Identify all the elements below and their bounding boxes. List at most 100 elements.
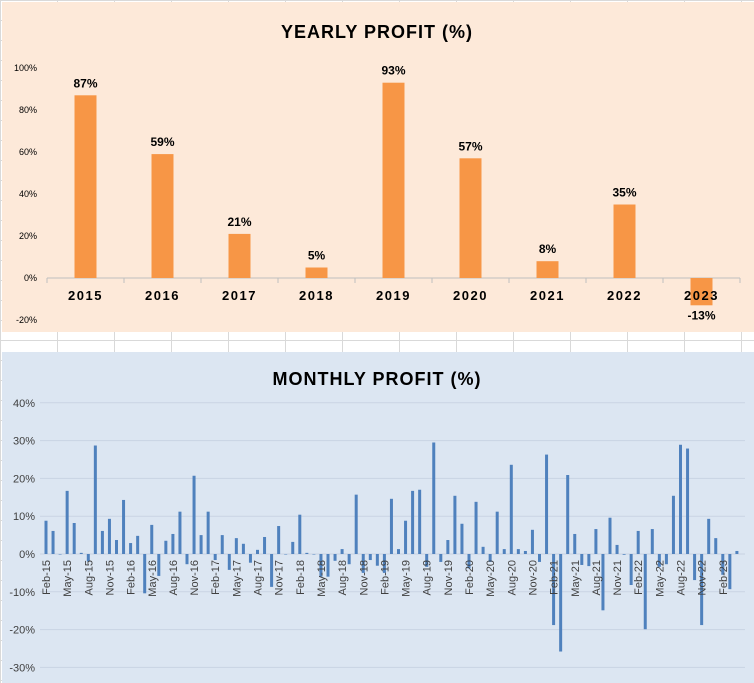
bar-month-50: [397, 549, 400, 554]
bar-month-85: [643, 554, 647, 630]
bar-month-1: [51, 530, 55, 554]
x-tick-label: 2022: [607, 288, 642, 303]
bar-2015: [74, 95, 97, 278]
bar-2016: [151, 154, 174, 278]
monthly-profit-chart: MONTHLY PROFIT (%) 40% 30% 20% 10% 0% -10% -20…: [2, 352, 754, 683]
bar-month-58: [453, 495, 457, 554]
bar-month-39: [319, 554, 323, 577]
bar-month-8: [100, 530, 104, 554]
x-tick-label: Nov-16: [189, 560, 201, 595]
x-tick-label: Aug-18: [337, 560, 349, 595]
x-tick-label: May-21: [570, 560, 582, 597]
bar-month-60: [467, 554, 471, 569]
y-tick-label: 40%: [19, 189, 37, 199]
y-tick-label: -30%: [9, 662, 35, 674]
bar-2023: [690, 278, 713, 306]
data-label: 57%: [458, 139, 482, 153]
bar-month-67: [516, 549, 520, 554]
bar-month-0: [44, 520, 48, 554]
bar-month-87: [657, 554, 661, 567]
bar-month-81: [615, 544, 619, 554]
y-tick-label: 20%: [19, 231, 37, 241]
x-tick-label: Nov-17: [274, 560, 286, 595]
x-tick-label: May-16: [147, 560, 159, 597]
bar-month-30: [256, 549, 259, 554]
data-label: 21%: [227, 215, 251, 229]
bar-month-9: [107, 518, 111, 554]
x-tick-label: Aug-19: [422, 560, 434, 595]
bar-2022: [613, 204, 636, 278]
bar-month-44: [354, 494, 358, 554]
bar-month-69: [530, 529, 534, 554]
x-tick-label: 2017: [222, 288, 257, 303]
x-tick-label: May-15: [62, 560, 74, 597]
bar-month-41: [333, 554, 337, 561]
bar-month-78: [594, 529, 598, 554]
bar-month-96: [721, 554, 725, 575]
y-tick-label: 0%: [24, 273, 37, 283]
bar-month-65: [502, 549, 506, 554]
x-tick-label: Feb-19: [379, 560, 391, 595]
bar-2020: [459, 158, 482, 278]
chart-background: [2, 2, 754, 332]
x-tick-label: 2015: [68, 288, 103, 303]
bar-2017: [228, 233, 251, 278]
x-tick-label: 2023: [684, 288, 719, 303]
x-tick-label: May-18: [316, 560, 328, 597]
y-tick-label: 40%: [13, 398, 35, 410]
bar-month-4: [72, 523, 76, 554]
bar-month-13: [136, 535, 140, 554]
bar-month-36: [298, 514, 302, 554]
bar-month-47: [375, 554, 379, 566]
bar-month-90: [679, 444, 682, 554]
bar-month-89: [671, 495, 675, 554]
bar-month-37: [305, 552, 309, 554]
bar-month-26: [227, 554, 231, 570]
bar-month-80: [608, 517, 612, 554]
x-tick-label: Aug-15: [83, 560, 95, 595]
bar-month-15: [150, 524, 154, 554]
data-label: 5%: [308, 249, 326, 263]
x-tick-label: May-22: [654, 560, 666, 597]
yearly-profit-chart: YEARLY PROFIT (%) 100% 80% 60% 40% 20% 0% -20%…: [2, 2, 754, 332]
bar-month-95: [714, 538, 718, 554]
bar-month-7: [93, 445, 97, 554]
chart-background: [2, 352, 754, 683]
bar-month-54: [425, 554, 429, 567]
x-tick-label: Nov-20: [527, 560, 539, 595]
y-tick-label: -10%: [9, 587, 35, 599]
bar-month-17: [164, 540, 168, 554]
bar-month-52: [411, 490, 415, 554]
x-tick-label: Aug-17: [253, 560, 265, 595]
bar-month-55: [432, 442, 436, 554]
bar-month-34: [284, 554, 288, 555]
bar-month-20: [185, 554, 189, 565]
bar-month-64: [495, 511, 499, 554]
bar-month-93: [700, 554, 704, 626]
bar-month-59: [460, 523, 464, 554]
bar-month-49: [389, 498, 393, 554]
x-tick-label: 2021: [530, 288, 565, 303]
bar-2021: [536, 261, 559, 278]
bar-month-2: [58, 554, 62, 555]
bar-month-48: [382, 554, 386, 573]
x-tick-label: Nov-21: [612, 560, 624, 595]
data-label: 8%: [539, 242, 557, 256]
bar-month-51: [404, 520, 408, 554]
bar-month-46: [368, 554, 372, 561]
bar-month-24: [213, 554, 217, 561]
x-tick-label: Feb-15: [41, 560, 53, 595]
x-tick-label: May-20: [485, 560, 497, 597]
y-tick-label: -20%: [16, 315, 37, 325]
bar-month-91: [686, 448, 690, 554]
bar-month-31: [263, 536, 267, 554]
bar-2019: [382, 82, 405, 278]
x-tick-label: Aug-21: [591, 560, 603, 595]
bar-month-11: [122, 499, 126, 554]
bar-month-32: [270, 554, 274, 587]
data-label: 93%: [381, 64, 405, 78]
bar-month-92: [693, 554, 697, 581]
y-tick-label: 20%: [13, 473, 35, 485]
chart-title: MONTHLY PROFIT (%): [272, 369, 481, 389]
bar-month-10: [115, 540, 118, 554]
